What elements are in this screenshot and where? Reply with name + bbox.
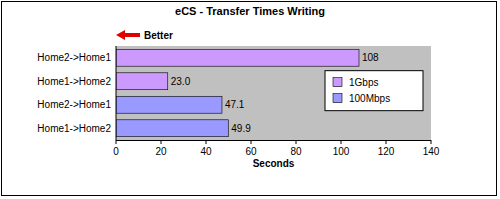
category-label: Home2->Home1 bbox=[37, 52, 111, 63]
x-tick-label: 80 bbox=[290, 146, 302, 157]
category-label: Home1->Home2 bbox=[37, 76, 111, 87]
legend-label: 100Mbps bbox=[349, 93, 390, 104]
legend: 1Gbps 100Mbps bbox=[325, 71, 423, 111]
y-axis bbox=[116, 46, 117, 140]
x-tick-label: 60 bbox=[245, 146, 257, 157]
x-tick bbox=[161, 140, 162, 144]
x-tick-label: 0 bbox=[113, 146, 119, 157]
legend-swatch bbox=[333, 78, 342, 87]
title: eCS - Transfer Times Writing bbox=[175, 5, 325, 17]
data-label: 49.9 bbox=[231, 123, 251, 134]
x-tick bbox=[116, 140, 117, 144]
x-tick-label: 120 bbox=[378, 146, 395, 157]
x-tick bbox=[206, 140, 207, 144]
bars bbox=[116, 49, 359, 136]
bar bbox=[116, 96, 222, 113]
x-tick bbox=[251, 140, 252, 144]
legend-swatch bbox=[333, 94, 342, 103]
data-label: 108 bbox=[362, 52, 379, 63]
x-tick-label: 20 bbox=[155, 146, 167, 157]
data-label: 23.0 bbox=[171, 76, 191, 87]
bar bbox=[116, 49, 359, 66]
x-tick bbox=[386, 140, 387, 144]
x-tick bbox=[296, 140, 297, 144]
bar bbox=[116, 73, 168, 90]
x-axis-label: Seconds bbox=[253, 158, 295, 169]
legend-label: 1Gbps bbox=[349, 77, 378, 88]
x-tick-label: 40 bbox=[200, 146, 212, 157]
x-axis bbox=[116, 140, 431, 141]
chart: eCS - Transfer Times Writing Better 108 23.… bbox=[0, 0, 500, 199]
x-tick bbox=[431, 140, 432, 144]
chart-frame bbox=[2, 2, 497, 196]
bar bbox=[116, 120, 228, 137]
legend-box bbox=[325, 71, 423, 111]
annotation: Better bbox=[144, 30, 173, 41]
x-tick bbox=[341, 140, 342, 144]
data-label: 47.1 bbox=[225, 99, 245, 110]
category-label: Home2->Home1 bbox=[37, 99, 111, 110]
x-tick-label: 140 bbox=[423, 146, 440, 157]
annotation-arrow bbox=[116, 30, 140, 40]
category-label: Home1->Home2 bbox=[37, 123, 111, 134]
plot-area bbox=[116, 46, 431, 140]
x-tick-label: 100 bbox=[333, 146, 350, 157]
